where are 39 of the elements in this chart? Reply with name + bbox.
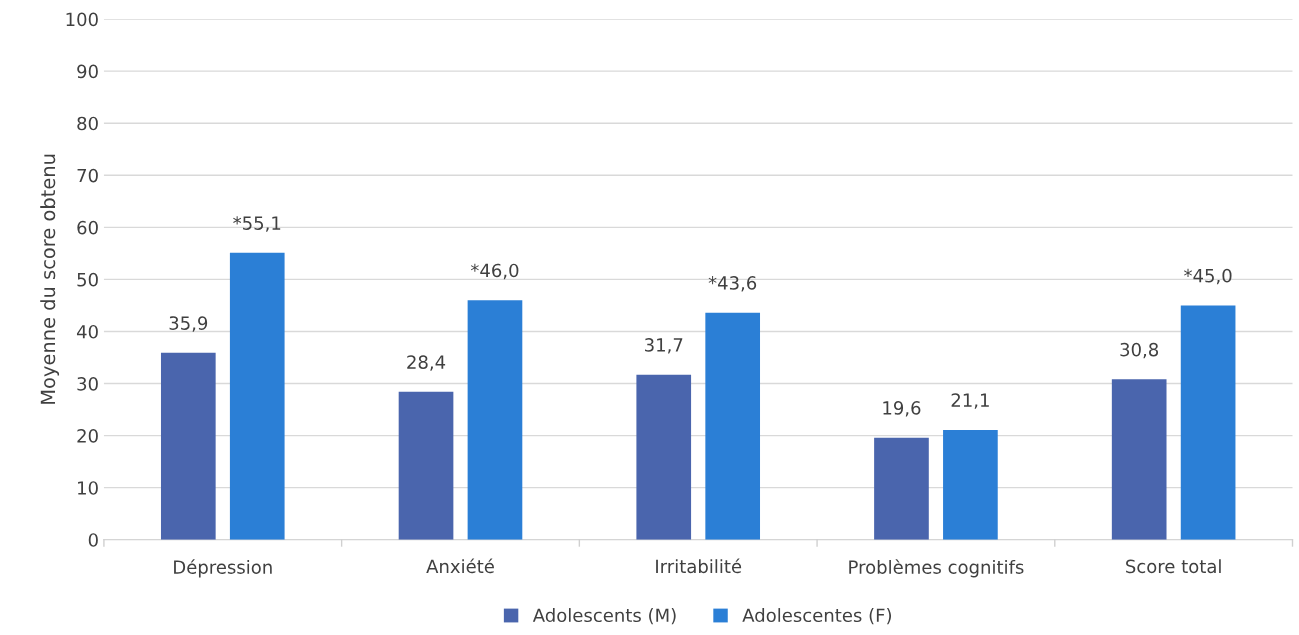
y-axis-title: Moyenne du score obtenu — [40, 154, 60, 404]
data-label: 35,9 — [169, 316, 208, 332]
data-label: 31,7 — [645, 338, 683, 354]
x-tick-label: Irritabilité — [656, 558, 742, 574]
bar — [229, 252, 285, 540]
data-label: *43,6 — [708, 276, 757, 292]
y-tick-label: 0 — [88, 533, 98, 547]
data-label: 19,6 — [883, 401, 921, 417]
y-tick-label: 100 — [66, 12, 98, 27]
y-tick-label: 50 — [77, 272, 98, 287]
data-label: 28,4 — [407, 355, 446, 371]
y-tick-label: 40 — [76, 324, 98, 339]
bar — [1111, 379, 1167, 540]
data-label: *45,0 — [1184, 268, 1232, 285]
y-tick-label: 20 — [77, 429, 98, 443]
x-tick-label: Score total — [1126, 559, 1221, 574]
bar — [636, 374, 692, 540]
x-tick-label: Dépression — [174, 559, 272, 578]
legend-label: Adolescentes (F) — [742, 608, 892, 625]
x-tick-label: Problèmes cognitifs — [849, 559, 1024, 578]
bar — [467, 300, 523, 540]
bar — [705, 312, 761, 540]
bar — [943, 429, 998, 540]
y-tick-label: 10 — [78, 481, 98, 495]
bar — [160, 352, 216, 540]
bar — [398, 391, 454, 540]
y-tick-label: 70 — [77, 168, 98, 183]
bar — [1180, 305, 1236, 540]
legend-label: Adolescents (M) — [532, 608, 676, 625]
data-label: *55,1 — [233, 216, 281, 232]
bar — [874, 437, 929, 540]
y-tick-label: 90 — [77, 64, 98, 79]
y-tick-label: 80 — [77, 116, 98, 131]
data-label: *46,0 — [470, 263, 519, 280]
y-tick-label: 30 — [77, 377, 98, 391]
x-tick-label: Anxiété — [426, 558, 494, 574]
data-label: 30,8 — [1120, 342, 1159, 359]
data-label: 21,1 — [951, 393, 989, 409]
y-tick-label: 60 — [77, 220, 98, 235]
